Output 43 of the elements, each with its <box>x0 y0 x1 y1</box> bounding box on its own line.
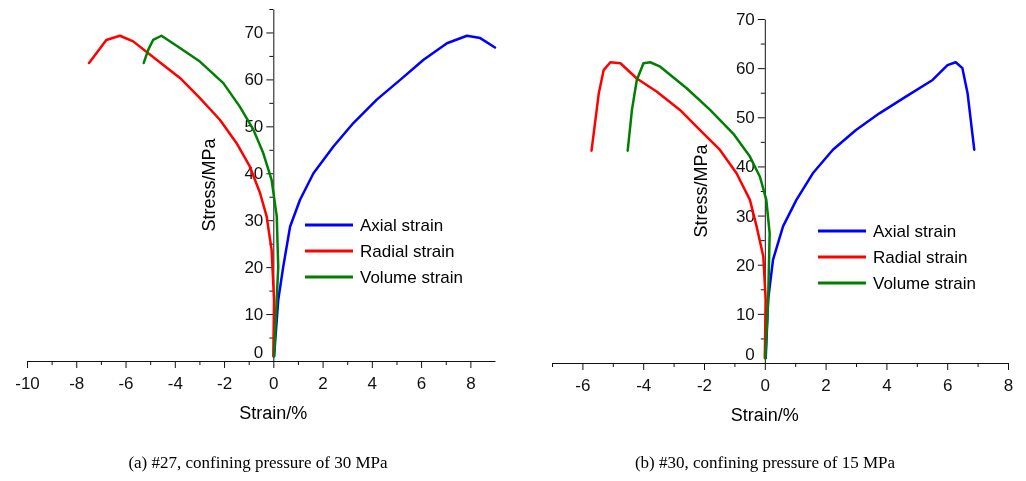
y-tick-label: 20 <box>735 255 755 275</box>
x-tick-label: 6 <box>416 373 427 393</box>
legend-label: Volume strain <box>873 273 976 293</box>
x-tick-label: 0 <box>269 373 279 393</box>
x-tick-label: 6 <box>942 375 953 395</box>
x-tick-label: -2 <box>216 373 233 393</box>
y-tick-label: 20 <box>244 258 264 278</box>
x-axis-title: Strain/% <box>239 403 308 423</box>
x-tick-label: 0 <box>760 375 771 395</box>
y-axis-title: Stress/MPa <box>199 137 220 232</box>
y-axis-title: Stress/MPa <box>690 143 711 238</box>
y-tick-label: 10 <box>735 304 755 324</box>
legend-label: Radial strain <box>360 241 455 261</box>
x-axis-title: Strain/% <box>730 405 799 425</box>
y-tick-label: 0 <box>253 343 264 363</box>
x-tick-label: -6 <box>118 373 134 393</box>
x-tick-label: 8 <box>1003 375 1014 395</box>
x-tick-label: 4 <box>367 373 378 393</box>
x-tick-label: -2 <box>696 375 713 395</box>
y-tick-label: 0 <box>745 345 755 365</box>
x-tick-label: 8 <box>466 373 476 393</box>
y-tick-label: 60 <box>244 70 264 90</box>
line-series <box>626 61 771 360</box>
x-tick-label: -6 <box>575 375 591 395</box>
x-tick-label: 4 <box>882 375 892 395</box>
x-tick-label: -4 <box>167 373 183 393</box>
x-tick-label: 2 <box>318 373 328 393</box>
y-tick-label: 30 <box>244 211 264 231</box>
y-tick-label: 50 <box>735 108 755 128</box>
x-tick-label: -4 <box>636 375 652 395</box>
legend-label: Axial strain <box>360 215 444 235</box>
x-tick-label: -8 <box>69 373 85 393</box>
text: (a) #27, confining pressure of 30 MPa <box>128 453 389 472</box>
legend-label: Radial strain <box>873 247 968 267</box>
y-tick-label: 10 <box>244 305 264 325</box>
text: (b) #30, confining pressure of 15 MPa <box>634 453 896 472</box>
x-tick-label: 2 <box>821 375 831 395</box>
y-tick-label: 60 <box>735 59 755 79</box>
y-tick-label: 70 <box>244 23 264 43</box>
x-tick-label: -10 <box>15 373 40 393</box>
legend-label: Volume strain <box>360 267 463 287</box>
y-tick-label: 70 <box>735 9 755 29</box>
legend-label: Axial strain <box>873 221 957 241</box>
